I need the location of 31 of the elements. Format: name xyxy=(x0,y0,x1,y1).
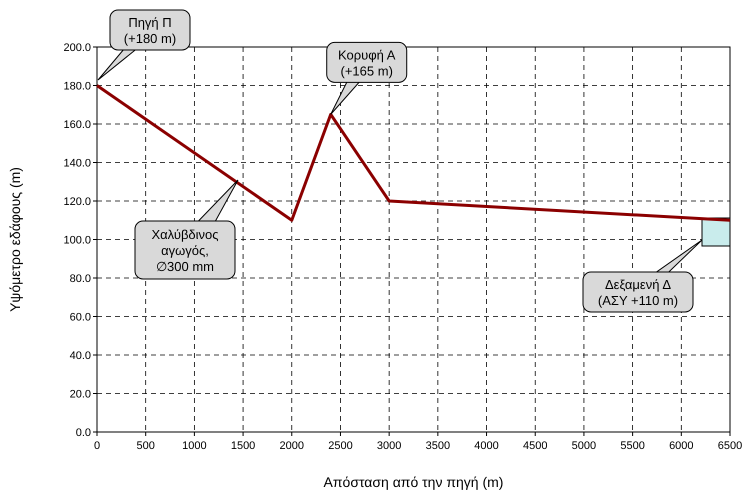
text: Πηγή Π (+180 m) xyxy=(124,15,176,46)
y-tick-label: 140.0 xyxy=(63,158,91,170)
y-tick-label: 20.0 xyxy=(70,388,91,400)
annotation: Κορυφή Α (+165 m) xyxy=(338,47,396,78)
x-tick-label: 5000 xyxy=(572,440,596,452)
y-tick-label: 80.0 xyxy=(70,273,91,285)
x-tick-label: 5500 xyxy=(620,440,645,452)
y-tick-label: 0.0 xyxy=(76,427,91,439)
annotation: Χαλύβδινος αγωγός, ∅300 mm xyxy=(151,227,219,274)
x-tick-label: 4000 xyxy=(474,440,499,452)
x-tick-label: 2500 xyxy=(328,440,353,452)
y-tick-label: 60.0 xyxy=(70,312,91,324)
annotation: Δεξαμενή Δ (ΑΣΥ +110 m) xyxy=(598,277,678,308)
x-tick-label: 2000 xyxy=(280,440,304,452)
y-tick-label: 120.0 xyxy=(63,196,91,208)
x-tick-label: 1500 xyxy=(230,440,256,452)
x-tick-label: 4500 xyxy=(522,440,548,452)
x-tick-label: 0 xyxy=(94,440,100,452)
y-tick-label: 180.0 xyxy=(63,80,91,92)
y-axis-title: Υψόμετρο εδάφους (m) xyxy=(7,167,23,312)
y-tick-label: 160.0 xyxy=(63,119,91,131)
x-tick-label: 500 xyxy=(136,440,155,452)
y-tick-label: 200.0 xyxy=(63,42,91,54)
y-tick-label: 40.0 xyxy=(70,350,91,362)
y-tick-label: 100.0 xyxy=(63,234,91,246)
x-axis-title: Απόσταση από την πηγή (m) xyxy=(324,474,504,490)
x-tick-label: 3500 xyxy=(426,440,450,452)
x-tick-label: 3000 xyxy=(376,440,402,452)
x-tick-label: 1000 xyxy=(182,440,207,452)
x-tick-label: 6000 xyxy=(669,440,694,452)
x-tick-label: 6500 xyxy=(718,440,742,452)
